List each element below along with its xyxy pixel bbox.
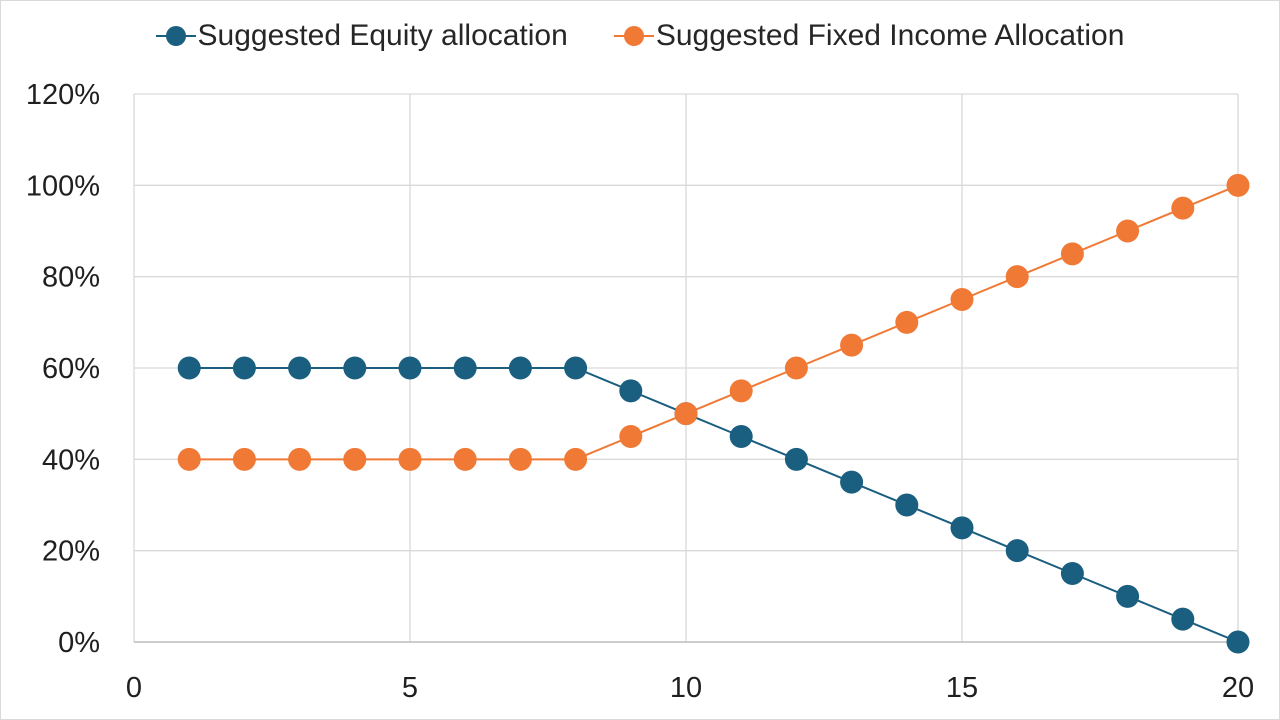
- legend-marker-equity-icon: [155, 26, 196, 46]
- series-0-point-7: [564, 356, 588, 380]
- series-line-0: [189, 367, 1239, 643]
- series-1-point-2: [288, 447, 312, 471]
- series-0-point-19: [1226, 630, 1250, 654]
- series-0-point-16: [1060, 562, 1084, 585]
- legend-marker-fixed-income-icon: [613, 26, 654, 46]
- y-tick-label-3: 60%: [42, 353, 100, 385]
- series-1-point-1: [232, 447, 256, 471]
- x-tick-label-1: 5: [402, 672, 418, 704]
- series-1-point-3: [343, 447, 367, 471]
- series-0-point-8: [619, 379, 643, 403]
- series-1-point-10: [729, 379, 753, 403]
- series-1-point-12: [840, 333, 864, 357]
- series-1-point-9: [674, 402, 698, 426]
- y-tick-label-2: 40%: [42, 444, 100, 476]
- x-tick-label-3: 15: [946, 672, 978, 704]
- x-tick-label-2: 10: [670, 672, 702, 704]
- series-1-point-13: [895, 310, 919, 334]
- series-0-point-15: [1005, 539, 1029, 563]
- series-0-point-3: [343, 356, 367, 380]
- series-1-point-7: [564, 447, 588, 471]
- series-0-point-14: [950, 516, 974, 540]
- series-1-point-0: [177, 447, 201, 471]
- x-tick-label-0: 0: [126, 672, 142, 704]
- series-1-point-19: [1226, 173, 1250, 197]
- legend-label-equity: Suggested Equity allocation: [197, 19, 568, 52]
- series-0-point-11: [784, 447, 808, 471]
- series-0-point-5: [453, 356, 477, 380]
- series-1-point-17: [1116, 219, 1140, 243]
- y-tick-label-4: 80%: [42, 262, 100, 294]
- series-1-point-6: [508, 447, 532, 471]
- y-tick-label-0: 0%: [58, 627, 100, 659]
- series-0-point-12: [840, 470, 864, 494]
- series-line-1: [189, 184, 1239, 461]
- series-0-point-1: [232, 356, 256, 380]
- series-1-point-16: [1060, 242, 1084, 266]
- series-0-point-17: [1116, 584, 1140, 608]
- chart-legend: Suggested Equity allocation Suggested Fi…: [0, 10, 1280, 62]
- series-0-point-4: [398, 356, 422, 380]
- series-1-point-18: [1171, 196, 1195, 220]
- series-0-point-6: [508, 356, 532, 380]
- series-1-point-15: [1005, 265, 1029, 289]
- legend-item-fixed-income[interactable]: Suggested Fixed Income Allocation: [613, 19, 1125, 52]
- series-0-point-0: [177, 356, 201, 380]
- series-1-point-14: [950, 288, 974, 311]
- y-tick-label-5: 100%: [26, 170, 100, 202]
- series-1-point-5: [453, 447, 477, 471]
- series-1-point-11: [784, 356, 808, 380]
- x-tick-label-4: 20: [1222, 672, 1254, 704]
- series-1-point-8: [619, 425, 643, 448]
- series-0-point-10: [729, 425, 753, 448]
- y-tick-label-6: 120%: [26, 79, 100, 111]
- series-0-point-13: [895, 493, 919, 517]
- legend-label-fixed-income: Suggested Fixed Income Allocation: [655, 19, 1125, 52]
- y-tick-label-1: 20%: [42, 536, 100, 568]
- series-0-point-2: [288, 356, 312, 380]
- series-1-point-4: [398, 447, 422, 471]
- legend-item-equity[interactable]: Suggested Equity allocation: [155, 19, 568, 52]
- series-0-point-18: [1171, 607, 1195, 631]
